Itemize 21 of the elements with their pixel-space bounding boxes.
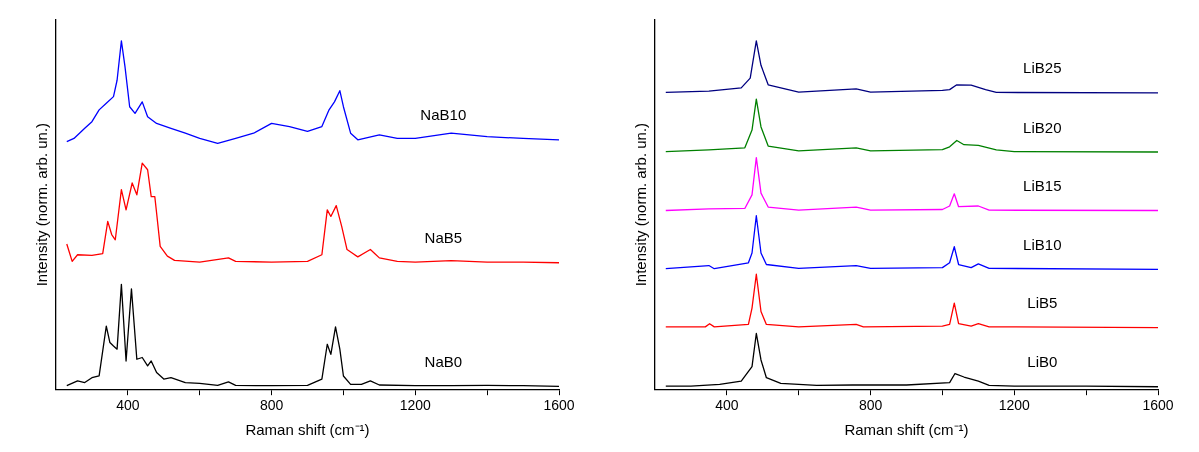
series-label: LiB20 (1023, 118, 1062, 136)
series-label: LiB10 (1023, 236, 1062, 254)
x-tick-label: 1600 (543, 397, 575, 414)
series-label: LiB15 (1023, 177, 1062, 195)
x-axis-title: Raman shift (cm⁻¹) (245, 421, 370, 439)
series-label: NaB10 (420, 106, 467, 124)
x-tick-label: 1600 (1142, 397, 1174, 414)
x-tick-label: 1200 (998, 397, 1031, 414)
series-label: LiB5 (1027, 294, 1058, 312)
x-tick-label: 1200 (399, 397, 432, 414)
x-tick-label: 400 (116, 397, 140, 414)
y-axis-title: Intensity (norm. arb. un.) (33, 122, 51, 287)
y-axis-title: Intensity (norm. arb. un.) (632, 122, 650, 287)
x-tick-label: 800 (858, 397, 883, 414)
series-label: NaB0 (424, 353, 463, 371)
x-tick-label: 800 (259, 397, 284, 414)
x-axis-title: Raman shift (cm⁻¹) (844, 421, 969, 439)
series-label: LiB0 (1027, 353, 1058, 371)
series-label: LiB25 (1023, 59, 1062, 77)
series-label: NaB5 (424, 229, 463, 247)
x-tick-label: 400 (715, 397, 739, 414)
